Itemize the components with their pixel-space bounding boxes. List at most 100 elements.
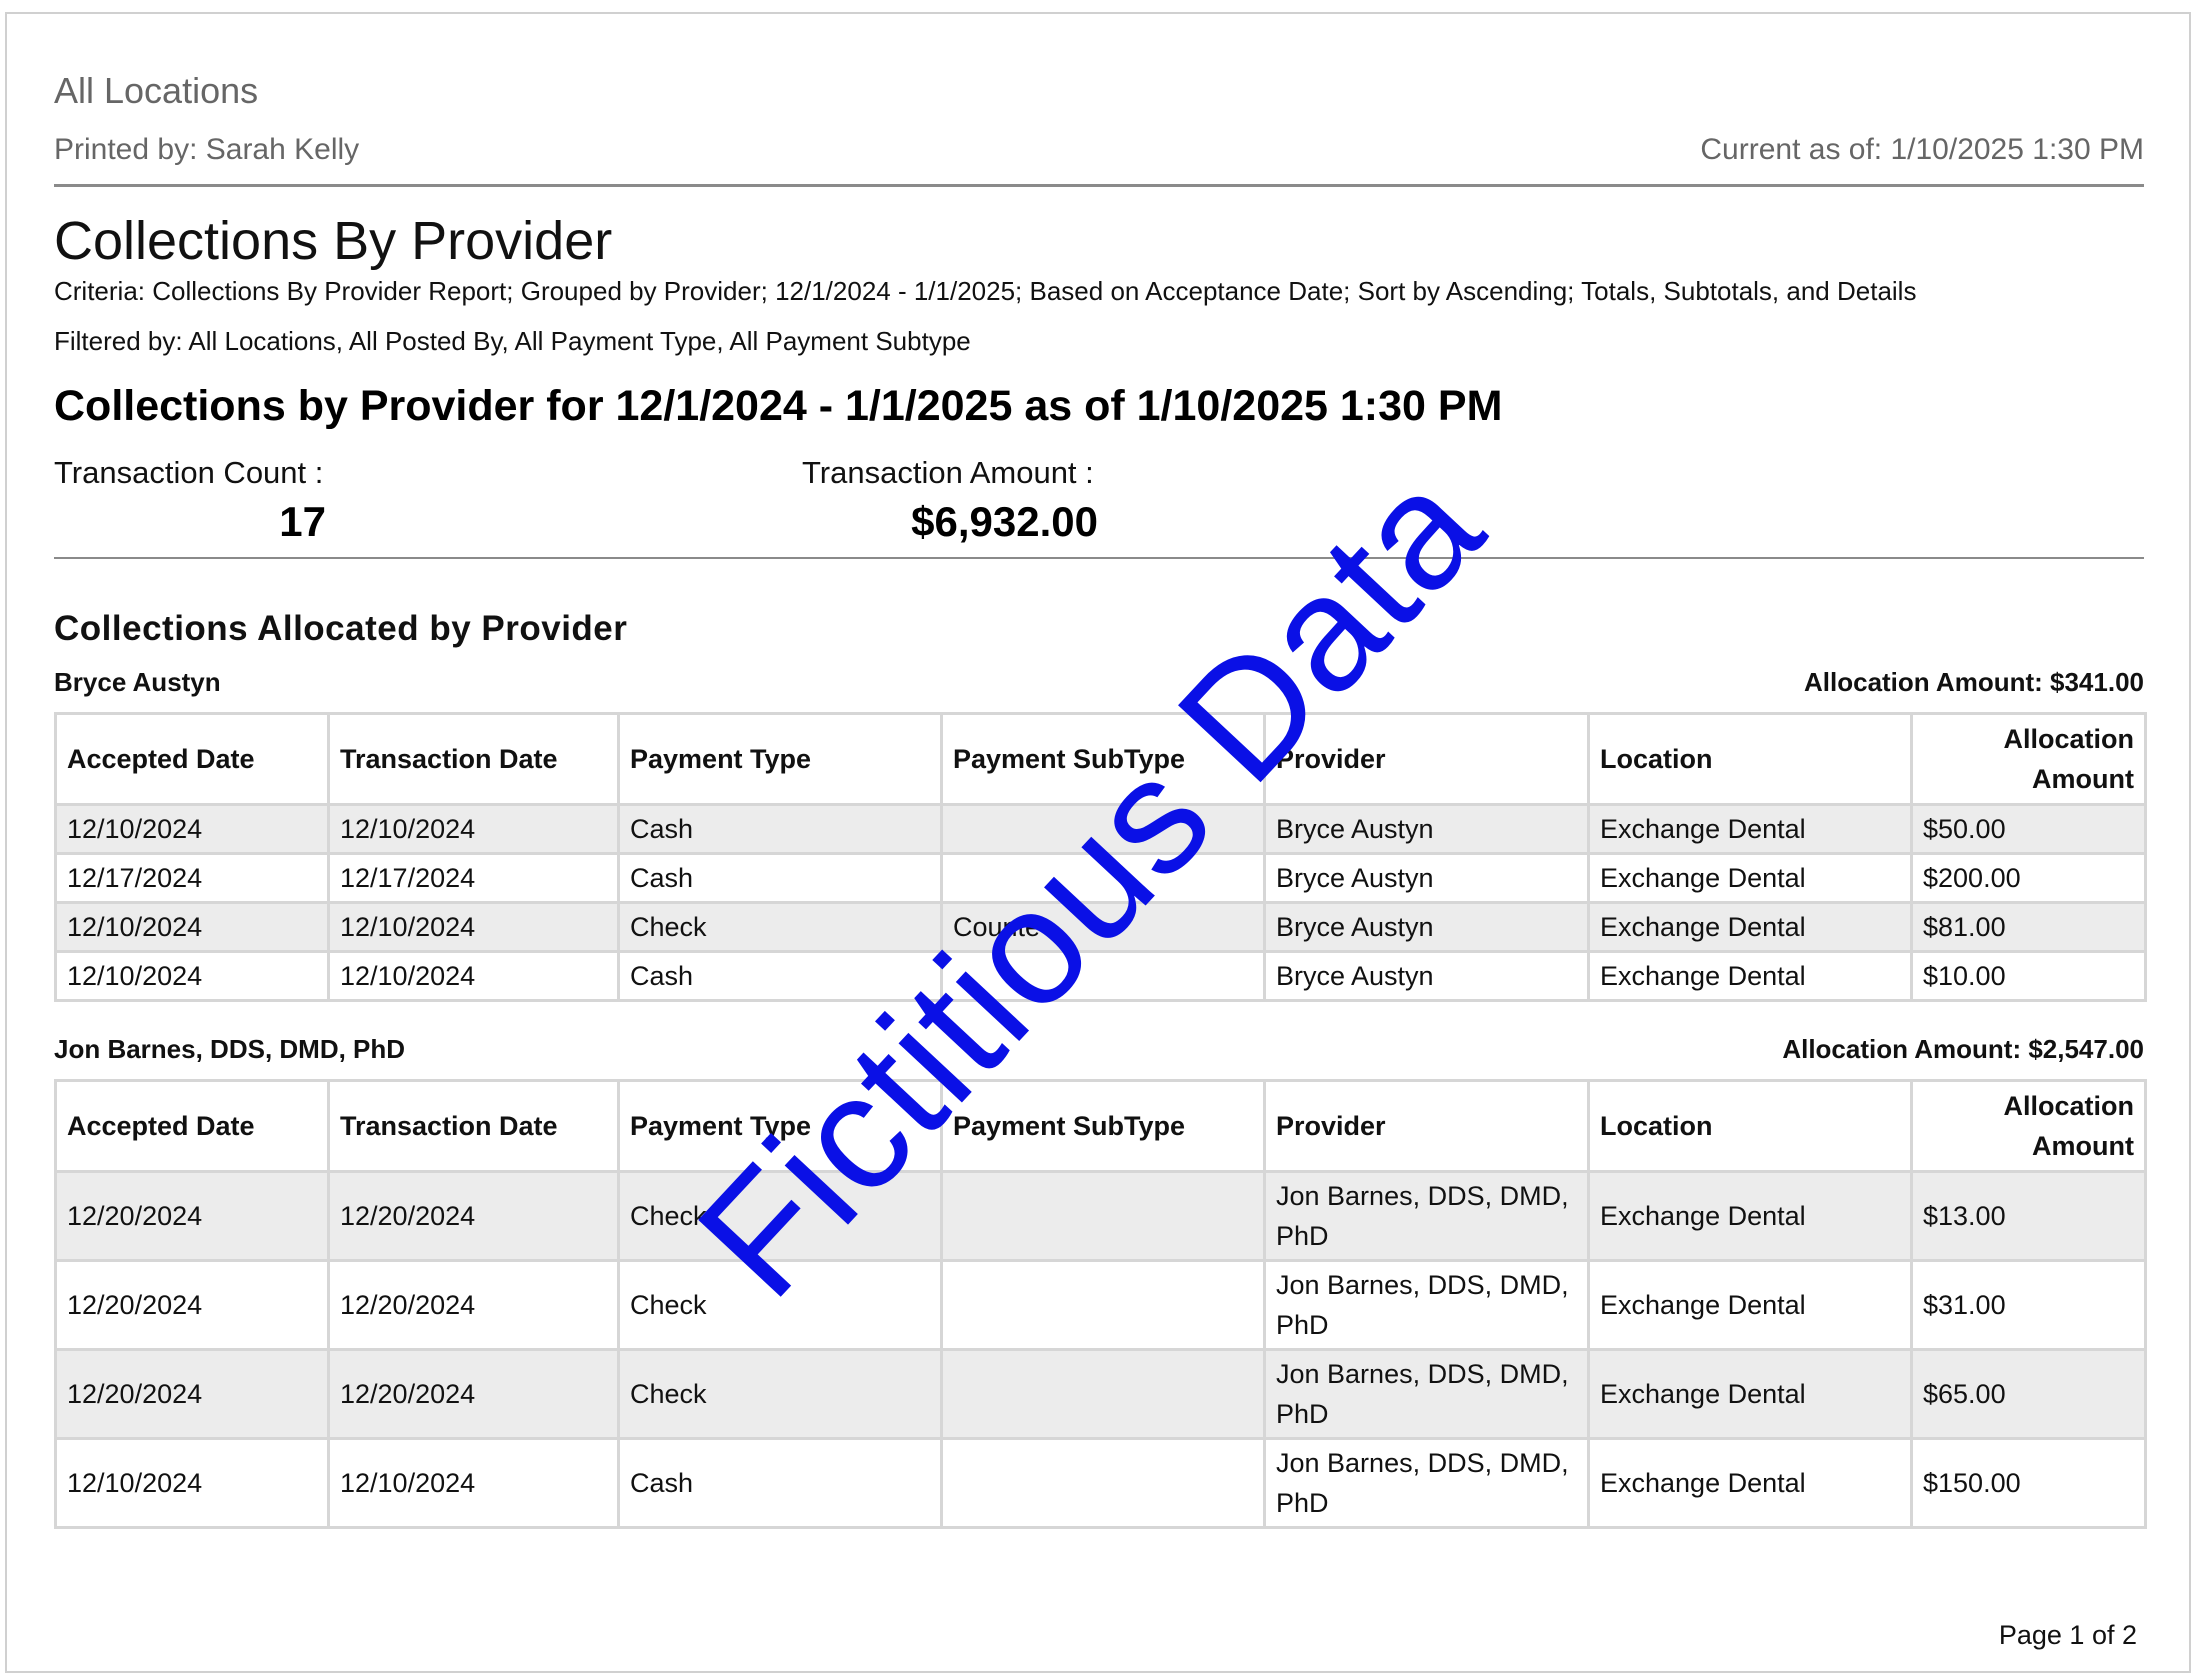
payment-type-cell: Check xyxy=(617,1348,943,1440)
transaction-date-cell: 12/20/2024 xyxy=(327,1259,620,1351)
provider-table: Accepted Date Transaction Date Payment T… xyxy=(54,712,2147,1002)
report-page: All Locations Printed by: Sarah Kelly Cu… xyxy=(5,12,2191,1673)
payment-subtype-cell xyxy=(940,803,1266,855)
location-cell: Exchange Dental xyxy=(1587,950,1913,1002)
transaction-amount-value: $6,932.00 xyxy=(911,498,1098,545)
report-heading: Collections by Provider for 12/1/2024 - … xyxy=(54,382,1503,430)
transaction-date-cell: 12/10/2024 xyxy=(327,803,620,855)
payment-type-cell: Check xyxy=(617,1259,943,1351)
payment-type-cell: Cash xyxy=(617,852,943,904)
col-payment-subtype: Payment SubType xyxy=(940,712,1266,806)
col-allocation-amount: Allocation Amount xyxy=(1910,712,2147,806)
transaction-date-cell: 12/10/2024 xyxy=(327,901,620,953)
allocation-amount-cell: $13.00 xyxy=(1910,1170,2147,1262)
table-row: 12/10/2024 12/10/2024 Cash Bryce Austyn … xyxy=(54,950,2147,1002)
allocation-amount-cell: $150.00 xyxy=(1910,1437,2147,1529)
table-row: 12/20/2024 12/20/2024 Check Jon Barnes, … xyxy=(54,1170,2147,1262)
col-location: Location xyxy=(1587,1079,1913,1173)
table-row: 12/17/2024 12/17/2024 Cash Bryce Austyn … xyxy=(54,852,2147,904)
transaction-amount-label: Transaction Amount : xyxy=(802,455,1094,490)
table-header-row: Accepted Date Transaction Date Payment T… xyxy=(54,1079,2147,1173)
provider-cell: Bryce Austyn xyxy=(1263,901,1590,953)
provider-cell: Bryce Austyn xyxy=(1263,950,1590,1002)
col-transaction-date: Transaction Date xyxy=(327,1079,620,1173)
report-title: Collections By Provider xyxy=(54,211,613,271)
transaction-date-cell: 12/20/2024 xyxy=(327,1170,620,1262)
table-row: 12/20/2024 12/20/2024 Check Jon Barnes, … xyxy=(54,1259,2147,1351)
location-cell: Exchange Dental xyxy=(1587,1259,1913,1351)
payment-type-cell: Cash xyxy=(617,803,943,855)
col-provider: Provider xyxy=(1263,712,1590,806)
summary-divider xyxy=(54,557,2144,559)
payment-subtype-cell xyxy=(940,852,1266,904)
col-allocation-amount: Allocation Amount xyxy=(1910,1079,2147,1173)
col-payment-subtype: Payment SubType xyxy=(940,1079,1266,1173)
allocation-amount-cell: $10.00 xyxy=(1910,950,2147,1002)
current-as-of: Current as of: 1/10/2025 1:30 PM xyxy=(1700,133,2144,166)
accepted-date-cell: 12/10/2024 xyxy=(54,950,330,1002)
payment-subtype-cell xyxy=(940,1348,1266,1440)
section-title: Collections Allocated by Provider xyxy=(54,609,628,648)
payment-subtype-cell: Counte xyxy=(940,901,1266,953)
accepted-date-cell: 12/10/2024 xyxy=(54,803,330,855)
col-payment-type: Payment Type xyxy=(617,1079,943,1173)
col-payment-type: Payment Type xyxy=(617,712,943,806)
report-criteria: Criteria: Collections By Provider Report… xyxy=(54,276,1917,306)
payment-subtype-cell xyxy=(940,1259,1266,1351)
table-header-row: Accepted Date Transaction Date Payment T… xyxy=(54,712,2147,806)
location-cell: Exchange Dental xyxy=(1587,1437,1913,1529)
allocation-amount-cell: $31.00 xyxy=(1910,1259,2147,1351)
provider-cell: Bryce Austyn xyxy=(1263,852,1590,904)
payment-subtype-cell xyxy=(940,1437,1266,1529)
allocation-amount-cell: $81.00 xyxy=(1910,901,2147,953)
group-allocation-amount: Allocation Amount: $341.00 xyxy=(1804,667,2144,697)
allocation-amount-cell: $200.00 xyxy=(1910,852,2147,904)
provider-cell: Jon Barnes, DDS, DMD, PhD xyxy=(1263,1348,1590,1440)
allocation-amount-cell: $50.00 xyxy=(1910,803,2147,855)
accepted-date-cell: 12/10/2024 xyxy=(54,901,330,953)
accepted-date-cell: 12/20/2024 xyxy=(54,1259,330,1351)
table-row: 12/10/2024 12/10/2024 Cash Bryce Austyn … xyxy=(54,803,2147,855)
accepted-date-cell: 12/20/2024 xyxy=(54,1348,330,1440)
provider-cell: Jon Barnes, DDS, DMD, PhD xyxy=(1263,1259,1590,1351)
payment-subtype-cell xyxy=(940,950,1266,1002)
header-divider xyxy=(54,184,2144,187)
transaction-date-cell: 12/10/2024 xyxy=(327,1437,620,1529)
payment-type-cell: Check xyxy=(617,901,943,953)
provider-table: Accepted Date Transaction Date Payment T… xyxy=(54,1079,2147,1529)
group-provider-name: Jon Barnes, DDS, DMD, PhD xyxy=(54,1034,406,1064)
group-allocation-amount: Allocation Amount: $2,547.00 xyxy=(1782,1034,2144,1064)
transaction-date-cell: 12/20/2024 xyxy=(327,1348,620,1440)
payment-type-cell: Cash xyxy=(617,950,943,1002)
provider-cell: Bryce Austyn xyxy=(1263,803,1590,855)
col-provider: Provider xyxy=(1263,1079,1590,1173)
transaction-date-cell: 12/10/2024 xyxy=(327,950,620,1002)
location-cell: Exchange Dental xyxy=(1587,1348,1913,1440)
table-row: 12/10/2024 12/10/2024 Cash Jon Barnes, D… xyxy=(54,1437,2147,1529)
printed-by: Printed by: Sarah Kelly xyxy=(54,133,360,166)
transaction-count-label: Transaction Count : xyxy=(54,455,324,490)
table-row: 12/20/2024 12/20/2024 Check Jon Barnes, … xyxy=(54,1348,2147,1440)
col-accepted-date: Accepted Date xyxy=(54,1079,330,1173)
col-transaction-date: Transaction Date xyxy=(327,712,620,806)
locations-label: All Locations xyxy=(54,70,259,111)
col-location: Location xyxy=(1587,712,1913,806)
provider-cell: Jon Barnes, DDS, DMD, PhD xyxy=(1263,1170,1590,1262)
location-cell: Exchange Dental xyxy=(1587,1170,1913,1262)
location-cell: Exchange Dental xyxy=(1587,852,1913,904)
accepted-date-cell: 12/10/2024 xyxy=(54,1437,330,1529)
provider-cell: Jon Barnes, DDS, DMD, PhD xyxy=(1263,1437,1590,1529)
transaction-count-value: 17 xyxy=(279,498,326,545)
location-cell: Exchange Dental xyxy=(1587,901,1913,953)
location-cell: Exchange Dental xyxy=(1587,803,1913,855)
table-row: 12/10/2024 12/10/2024 Check Counte Bryce… xyxy=(54,901,2147,953)
payment-type-cell: Cash xyxy=(617,1437,943,1529)
payment-subtype-cell xyxy=(940,1170,1266,1262)
transaction-date-cell: 12/17/2024 xyxy=(327,852,620,904)
report-filters: Filtered by: All Locations, All Posted B… xyxy=(54,326,971,356)
accepted-date-cell: 12/20/2024 xyxy=(54,1170,330,1262)
col-accepted-date: Accepted Date xyxy=(54,712,330,806)
accepted-date-cell: 12/17/2024 xyxy=(54,852,330,904)
group-provider-name: Bryce Austyn xyxy=(54,667,221,697)
allocation-amount-cell: $65.00 xyxy=(1910,1348,2147,1440)
